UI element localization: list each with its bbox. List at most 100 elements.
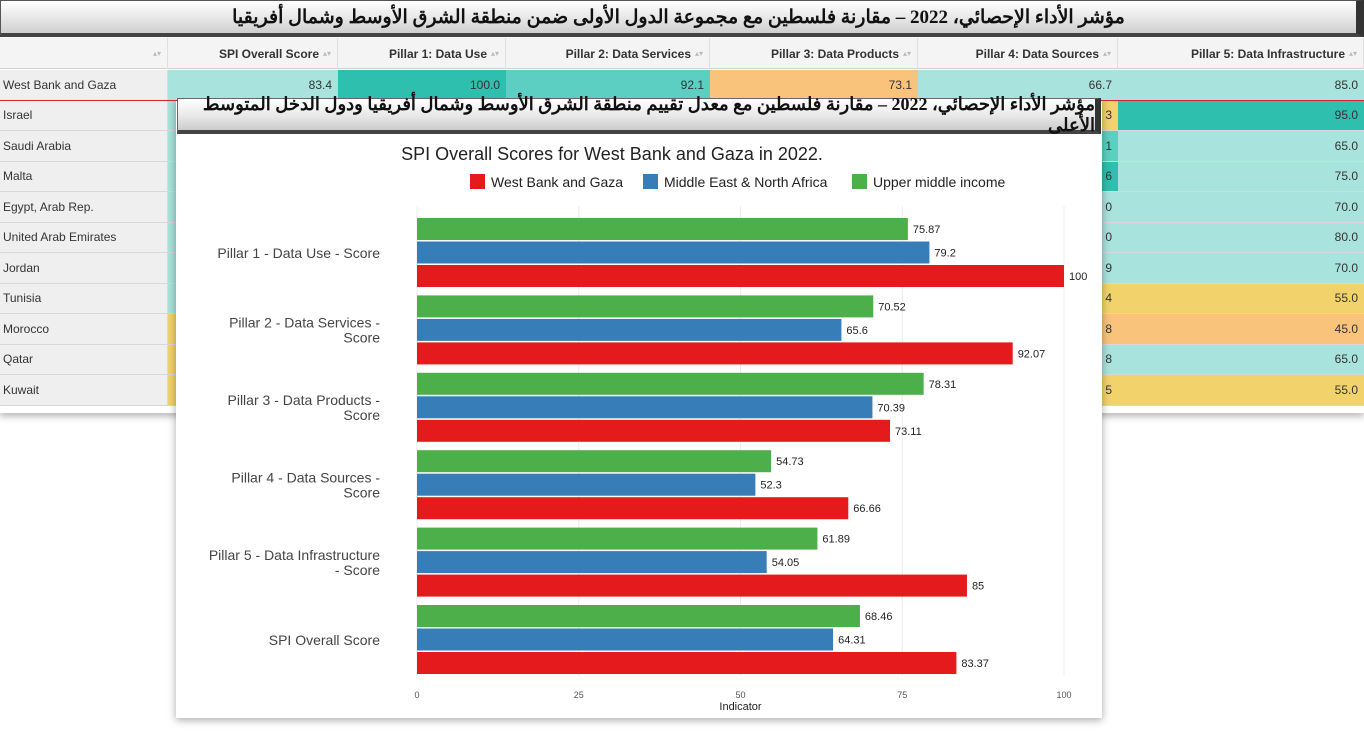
x-tick-label: 100 <box>1056 690 1071 700</box>
score-cell: 70.0 <box>1118 192 1364 222</box>
data-label: 68.46 <box>865 611 893 623</box>
score-cell: 83.4 <box>168 70 338 100</box>
category-label: Score <box>343 330 380 346</box>
x-tick-label: 0 <box>414 690 419 700</box>
category-label: Pillar 4 - Data Sources - <box>231 470 380 486</box>
data-label: 70.52 <box>878 301 906 313</box>
bar-middle-east-north-africa <box>417 396 873 419</box>
country-name: United Arab Emirates <box>0 222 168 252</box>
data-label: 73.11 <box>895 426 922 438</box>
data-label: 65.6 <box>846 325 867 337</box>
data-label: 75.87 <box>913 224 941 236</box>
legend-swatch <box>852 174 867 189</box>
country-name: Kuwait <box>0 375 168 405</box>
score-cell: 70.0 <box>1118 253 1364 283</box>
bar-west-bank-and-gaza <box>417 342 1013 365</box>
bar-upper-middle-income <box>417 218 908 240</box>
sort-icon: ▴▾ <box>902 49 911 58</box>
table-row[interactable]: West Bank and Gaza 83.4 100.0 92.1 73.1 66.7 8… <box>0 70 1364 101</box>
bar-upper-middle-income <box>417 605 860 627</box>
category-label: Pillar 2 - Data Services - <box>229 315 380 331</box>
country-name: Jordan <box>0 253 168 283</box>
bar-upper-middle-income <box>417 450 772 473</box>
legend-label: West Bank and Gaza <box>491 174 623 190</box>
score-cell: 55.0 <box>1118 283 1364 313</box>
country-name: Qatar <box>0 344 168 374</box>
bar-west-bank-and-gaza <box>417 497 849 520</box>
category-label: Score <box>343 407 380 423</box>
column-header-4[interactable]: Pillar 3: Data Products ▴▾ <box>710 38 918 69</box>
bar-middle-east-north-africa <box>417 628 834 651</box>
x-tick-label: 50 <box>735 690 745 700</box>
column-header-5[interactable]: Pillar 4: Data Sources ▴▾ <box>918 38 1118 69</box>
data-label: 100 <box>1069 271 1087 283</box>
bar-middle-east-north-africa <box>417 241 930 264</box>
column-header-0[interactable]: ▴▾ <box>0 38 168 69</box>
table-header: ▴▾ SPI Overall Score ▴▾ Pillar 1: Data Use ▴… <box>0 38 1364 69</box>
category-label: Pillar 5 - Data Infrastructure <box>209 547 380 563</box>
chart-banner-title: مؤشر الأداء الإحصائي، 2022 – مقارنة فلسط… <box>177 94 1101 135</box>
column-header-3[interactable]: Pillar 2: Data Services ▴▾ <box>506 38 710 69</box>
sort-icon: ▴▾ <box>694 49 703 58</box>
column-header-6[interactable]: Pillar 5: Data Infrastructure ▴▾ <box>1118 38 1364 69</box>
chart-card: SPI Overall Scores for West Bank and Gaz… <box>176 98 1102 718</box>
bar-west-bank-and-gaza <box>417 652 957 674</box>
bar-upper-middle-income <box>417 527 818 550</box>
category-label: - Score <box>335 562 380 578</box>
country-name: Israel <box>0 100 168 130</box>
legend-swatch <box>643 174 658 189</box>
x-tick-label: 75 <box>897 690 907 700</box>
legend-label: Upper middle income <box>873 174 1005 190</box>
sort-icon: ▴▾ <box>1348 49 1357 58</box>
legend-swatch <box>470 174 485 189</box>
x-axis-label: Indicator <box>719 701 762 713</box>
bar-west-bank-and-gaza <box>417 265 1064 287</box>
bar-upper-middle-income <box>417 295 874 318</box>
sort-icon: ▴▾ <box>490 49 499 58</box>
bar-west-bank-and-gaza <box>417 574 967 597</box>
sort-icon: ▴▾ <box>152 49 161 58</box>
column-header-2[interactable]: Pillar 1: Data Use ▴▾ <box>338 38 506 69</box>
data-label: 54.05 <box>772 557 800 569</box>
data-label: 70.39 <box>877 402 905 414</box>
data-label: 78.31 <box>929 379 957 391</box>
score-cell: 65.0 <box>1118 131 1364 161</box>
data-label: 66.66 <box>853 503 881 515</box>
score-cell: 95.0 <box>1118 100 1364 130</box>
score-cell: 55.0 <box>1118 375 1364 405</box>
x-tick-label: 25 <box>574 690 584 700</box>
data-label: 92.07 <box>1018 348 1046 360</box>
country-name: Tunisia <box>0 283 168 313</box>
country-name: Malta <box>0 161 168 191</box>
data-label: 79.2 <box>934 248 955 260</box>
country-name: West Bank and Gaza <box>0 70 168 100</box>
category-label: Pillar 3 - Data Products - <box>228 392 381 408</box>
data-label: 83.37 <box>961 658 989 670</box>
score-cell: 75.0 <box>1118 161 1364 191</box>
country-name: Morocco <box>0 314 168 344</box>
category-label: Score <box>343 485 380 501</box>
data-label: 64.31 <box>838 635 866 647</box>
score-cell: 80.0 <box>1118 222 1364 252</box>
legend-label: Middle East & North Africa <box>664 174 828 190</box>
bar-upper-middle-income <box>417 372 924 395</box>
column-header-1[interactable]: SPI Overall Score ▴▾ <box>168 38 338 69</box>
sort-icon: ▴▾ <box>322 49 331 58</box>
bar-middle-east-north-africa <box>417 318 842 341</box>
data-label: 52.3 <box>760 480 781 492</box>
score-cell: 85.0 <box>1118 70 1364 100</box>
bar-middle-east-north-africa <box>417 551 767 574</box>
bar-middle-east-north-africa <box>417 473 756 496</box>
bar-west-bank-and-gaza <box>417 419 891 442</box>
category-label: Pillar 1 - Data Use - Score <box>217 245 380 261</box>
category-label: SPI Overall Score <box>269 632 380 648</box>
score-cell: 100.0 <box>338 70 506 100</box>
score-cell: 45.0 <box>1118 314 1364 344</box>
country-name: Saudi Arabia <box>0 131 168 161</box>
country-name: Egypt, Arab Rep. <box>0 192 168 222</box>
score-cell: 73.1 <box>710 70 918 100</box>
chart-title: SPI Overall Scores for West Bank and Gaz… <box>401 144 823 164</box>
data-label: 54.73 <box>776 456 804 468</box>
score-cell: 92.1 <box>506 70 710 100</box>
